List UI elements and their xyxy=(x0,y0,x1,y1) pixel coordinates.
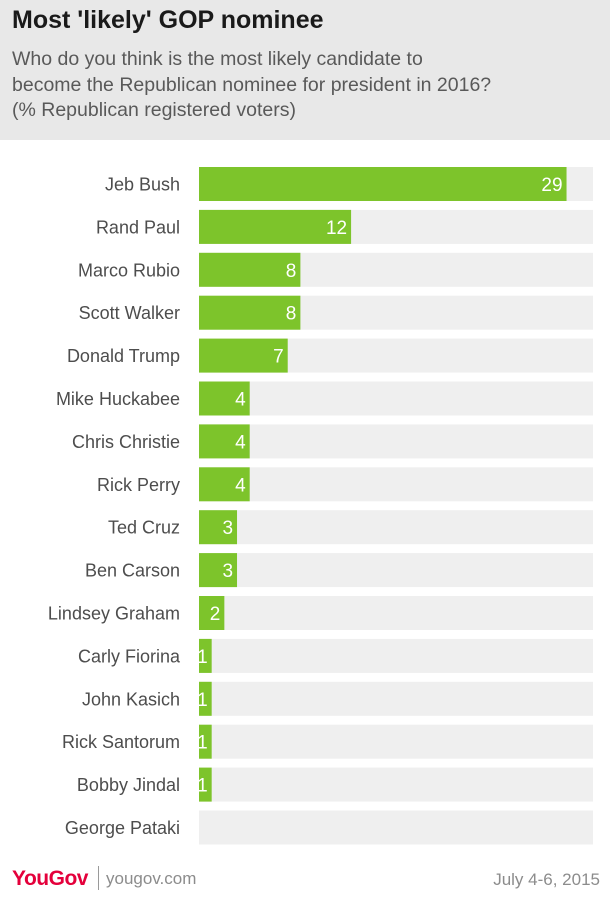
category-label-ted-cruz: Ted Cruz xyxy=(108,518,180,538)
value-label-rick-perry: 4 xyxy=(235,475,246,496)
chart-header: Most 'likely' GOP nominee Who do you thi… xyxy=(0,0,610,140)
bar-track-lindsey-graham xyxy=(199,596,593,630)
category-label-bobby-jindal: Bobby Jindal xyxy=(77,775,180,795)
value-label-carly-fiorina: 1 xyxy=(197,647,208,668)
bar-john-kasich xyxy=(199,681,212,716)
chart-title: Most 'likely' GOP nominee xyxy=(12,6,324,34)
value-label-lindsey-graham: 2 xyxy=(210,604,221,625)
bar-rick-santorum xyxy=(199,724,212,759)
bar-track-rick-santorum xyxy=(199,724,593,759)
chart-subtitle: Who do you think is the most likely cand… xyxy=(12,47,602,124)
value-label-chris-christie: 4 xyxy=(235,432,246,453)
bar-track-john-kasich xyxy=(199,681,593,716)
logo-you: You xyxy=(12,867,49,890)
bar-ted-cruz xyxy=(199,510,238,545)
bar-track-chris-christie xyxy=(199,424,593,459)
category-label-marco-rubio: Marco Rubio xyxy=(78,260,180,280)
category-label-carly-fiorina: Carly Fiorina xyxy=(78,646,181,666)
value-label-john-kasich: 1 xyxy=(197,690,208,711)
value-label-ted-cruz: 3 xyxy=(222,518,233,539)
value-label-bobby-jindal: 1 xyxy=(197,776,208,797)
category-label-george-pataki: George Pataki xyxy=(65,818,180,838)
yougov-logo[interactable]: YouGov xyxy=(12,867,88,891)
category-label-scott-walker: Scott Walker xyxy=(79,303,180,323)
category-label-jeb-bush: Jeb Bush xyxy=(105,175,180,195)
bar-track-carly-fiorina xyxy=(199,638,593,673)
bar-jeb-bush xyxy=(199,167,567,201)
value-label-marco-rubio: 8 xyxy=(286,261,297,282)
category-label-rand-paul: Rand Paul xyxy=(96,217,180,237)
bar-marco-rubio xyxy=(199,252,301,287)
bar-carly-fiorina xyxy=(199,638,212,673)
category-label-ben-carson: Ben Carson xyxy=(85,561,180,581)
bar-rand-paul xyxy=(199,209,352,244)
bar-track-ben-carson xyxy=(199,553,593,588)
category-label-rick-perry: Rick Perry xyxy=(97,475,180,495)
category-label-donald-trump: Donald Trump xyxy=(67,346,180,366)
chart-footer: YouGov yougov.com July 4-6, 2015 xyxy=(0,852,610,898)
category-label-john-kasich: John Kasich xyxy=(82,689,180,709)
value-label-donald-trump: 7 xyxy=(273,347,284,368)
value-label-rick-santorum: 1 xyxy=(197,733,208,754)
bar-rick-perry xyxy=(199,467,250,502)
bar-mike-huckabee xyxy=(199,381,250,416)
category-label-rick-santorum: Rick Santorum xyxy=(62,732,180,752)
category-label-mike-huckabee: Mike Huckabee xyxy=(56,389,180,409)
subtitle-line-1: Who do you think is the most likely cand… xyxy=(12,48,423,70)
bar-track-mike-huckabee xyxy=(199,381,593,416)
survey-date: July 4-6, 2015 xyxy=(493,870,600,889)
bar-track-bobby-jindal xyxy=(199,767,593,802)
value-label-rand-paul: 12 xyxy=(326,218,347,239)
bar-track-rick-perry xyxy=(199,467,593,502)
bar-lindsey-graham xyxy=(199,596,225,630)
bar-bobby-jindal xyxy=(199,767,212,802)
value-label-mike-huckabee: 4 xyxy=(235,390,246,411)
value-label-jeb-bush: 29 xyxy=(541,175,562,196)
bar-track-ted-cruz xyxy=(199,510,593,545)
value-label-scott-walker: 8 xyxy=(286,304,297,325)
site-link[interactable]: yougov.com xyxy=(106,869,197,888)
subtitle-line-3: (% Republican registered voters) xyxy=(12,99,296,121)
logo-gov: Gov xyxy=(48,867,89,890)
category-label-lindsey-graham: Lindsey Graham xyxy=(48,604,180,624)
footer-divider xyxy=(98,866,99,890)
bar-donald-trump xyxy=(199,338,288,373)
bar-ben-carson xyxy=(199,553,238,588)
value-label-ben-carson: 3 xyxy=(222,561,233,582)
subtitle-line-2: become the Republican nominee for presid… xyxy=(12,73,492,96)
bar-scott-walker xyxy=(199,295,301,330)
bar-track-george-pataki xyxy=(199,810,593,845)
bar-chris-christie xyxy=(199,424,250,459)
category-label-chris-christie: Chris Christie xyxy=(72,432,180,452)
